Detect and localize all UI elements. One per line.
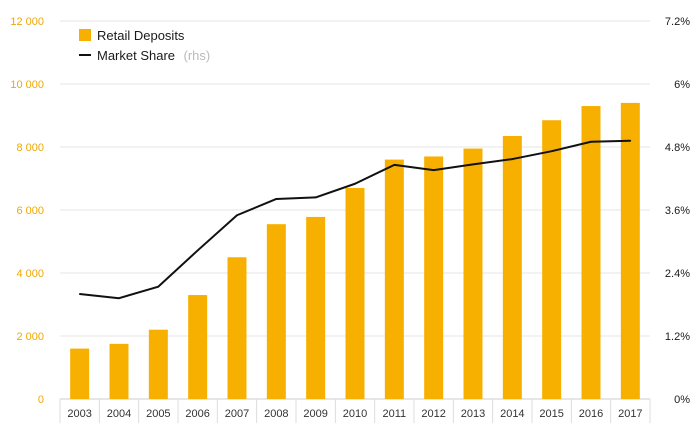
x-tick-label: 2012 bbox=[421, 408, 445, 420]
bar-retail-deposits-2010 bbox=[345, 187, 365, 399]
x-tick-label: 2009 bbox=[303, 408, 327, 420]
point-market-share-2005 bbox=[157, 285, 160, 288]
y-right-tick-label: 7.2% bbox=[665, 16, 690, 28]
legend-market-share-text: Market Share bbox=[97, 48, 175, 63]
x-tick-label: 2008 bbox=[264, 408, 288, 420]
y-right-tick-label: 4.8% bbox=[665, 142, 690, 154]
y-left-tick-label: 0 bbox=[38, 394, 44, 406]
bar-retail-deposits-2009 bbox=[306, 216, 326, 399]
point-market-share-2015 bbox=[550, 150, 553, 152]
y-left-tick-label: 8 000 bbox=[16, 142, 44, 154]
x-tick-label: 2014 bbox=[500, 408, 524, 420]
bar-retail-deposits-2011 bbox=[384, 159, 404, 399]
legend-swatch-retail-deposits bbox=[79, 29, 91, 41]
line-series bbox=[78, 139, 632, 300]
bar-retail-deposits-2013 bbox=[463, 148, 483, 399]
point-market-share-2014 bbox=[511, 158, 514, 160]
bar-series bbox=[70, 102, 640, 400]
y-right-tick-label: 1.2% bbox=[665, 331, 690, 343]
x-tick-label: 2004 bbox=[107, 408, 131, 420]
bar-retail-deposits-2015 bbox=[542, 120, 562, 399]
bar-retail-deposits-2014 bbox=[502, 135, 522, 399]
legend-label-market-share: Market Share (rhs) bbox=[97, 47, 210, 64]
point-market-share-2006 bbox=[196, 249, 199, 252]
legend: Retail Deposits Market Share (rhs) bbox=[79, 28, 210, 64]
legend-rhs-note: (rhs) bbox=[184, 48, 211, 63]
point-market-share-2007 bbox=[236, 214, 238, 217]
point-market-share-2011 bbox=[393, 164, 396, 166]
y-left-tick-label: 10 000 bbox=[10, 79, 44, 91]
point-market-share-2017 bbox=[629, 139, 632, 142]
x-tick-label: 2011 bbox=[383, 408, 407, 420]
y-right-tick-label: 0% bbox=[674, 394, 690, 406]
point-market-share-2009 bbox=[314, 196, 317, 199]
bar-retail-deposits-2005 bbox=[148, 329, 168, 399]
x-tick-label: 2007 bbox=[225, 408, 249, 420]
legend-label-retail-deposits: Retail Deposits bbox=[97, 28, 185, 43]
y-right-tick-label: 6% bbox=[674, 79, 690, 91]
point-market-share-2003 bbox=[78, 293, 81, 295]
point-market-share-2008 bbox=[275, 198, 278, 200]
y-right-tick-label: 2.4% bbox=[665, 268, 690, 280]
y-left-tick-label: 4 000 bbox=[16, 268, 44, 280]
point-market-share-2010 bbox=[354, 182, 356, 185]
point-market-share-2004 bbox=[118, 297, 120, 300]
bar-retail-deposits-2016 bbox=[581, 106, 601, 400]
bar-retail-deposits-2007 bbox=[227, 257, 247, 399]
bar-retail-deposits-2004 bbox=[109, 343, 129, 399]
x-tick-label: 2005 bbox=[146, 408, 170, 420]
x-tick-label: 2016 bbox=[579, 408, 603, 420]
y-left-tick-label: 2 000 bbox=[16, 331, 44, 343]
x-tick-label: 2017 bbox=[618, 408, 642, 420]
bar-retail-deposits-2008 bbox=[266, 224, 286, 399]
axes: 0 2 000 4 000 6 000 8 000 10 000 12 000 0% 1.2% 2… bbox=[10, 16, 690, 423]
x-tick-label: 2006 bbox=[185, 408, 209, 420]
bar-retail-deposits-2012 bbox=[424, 156, 444, 399]
x-tick-label: 2010 bbox=[343, 408, 367, 420]
x-tick-label: 2013 bbox=[461, 408, 485, 420]
point-market-share-2016 bbox=[590, 140, 592, 143]
y-left-tick-label: 12 000 bbox=[10, 16, 44, 28]
point-market-share-2013 bbox=[472, 163, 474, 166]
bar-retail-deposits-2017 bbox=[620, 102, 640, 400]
x-tick-label: 2015 bbox=[539, 408, 563, 420]
y-left-tick-label: 6 000 bbox=[16, 205, 44, 217]
x-tick-label: 2003 bbox=[67, 408, 91, 420]
point-market-share-2012 bbox=[432, 169, 435, 171]
bar-retail-deposits-2006 bbox=[188, 295, 208, 399]
bar-retail-deposits-2003 bbox=[70, 348, 90, 399]
y-right-tick-label: 3.6% bbox=[665, 205, 690, 217]
